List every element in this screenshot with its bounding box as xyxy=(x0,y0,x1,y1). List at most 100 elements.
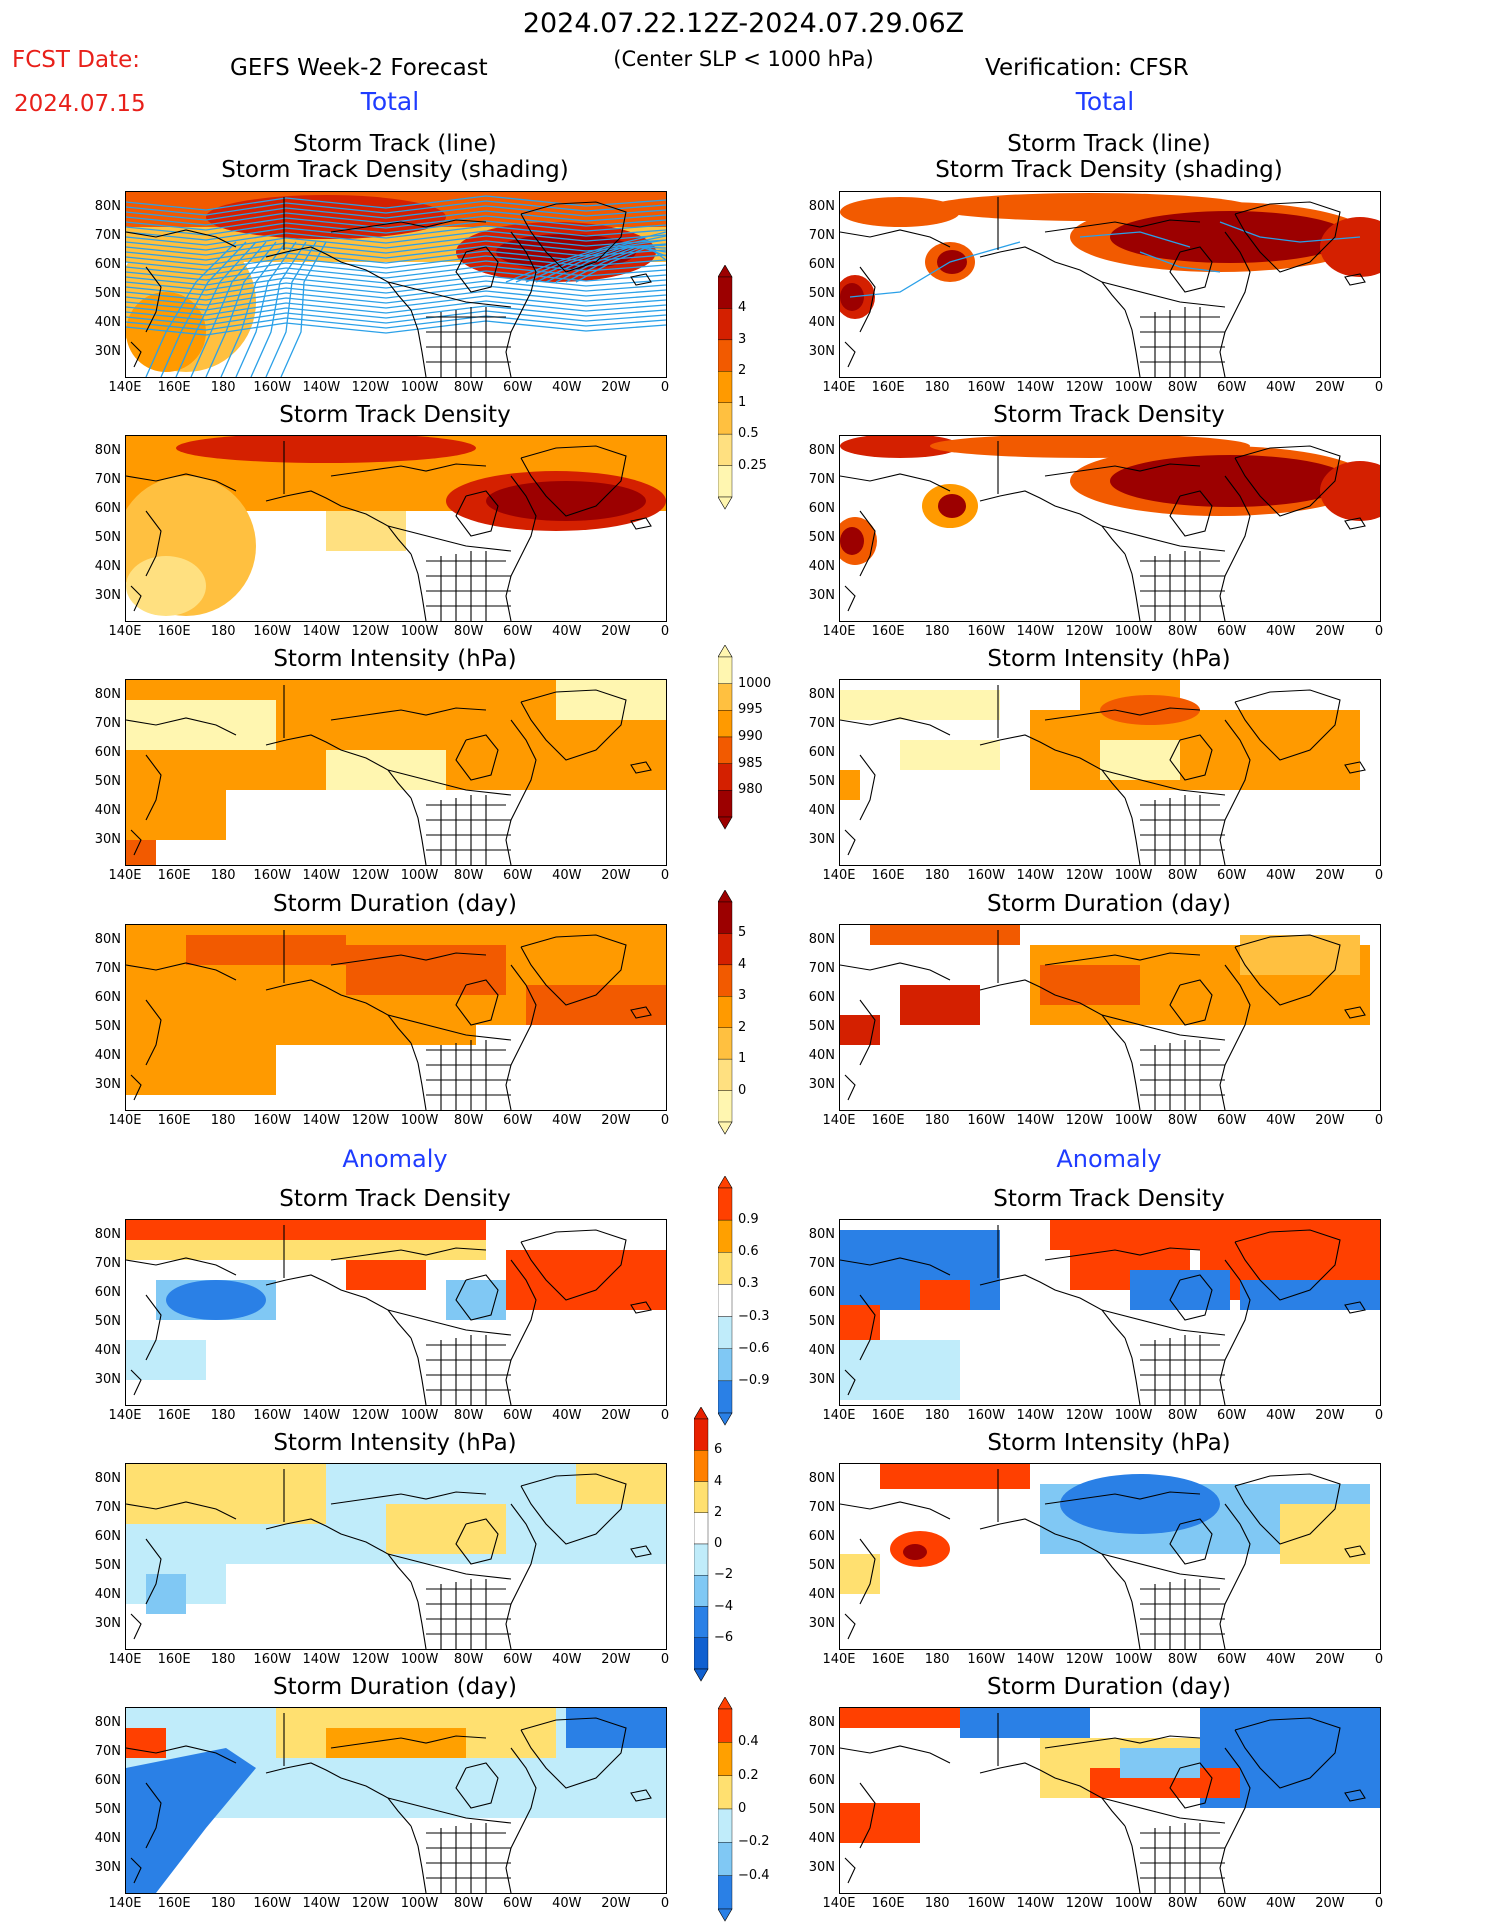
shading-region xyxy=(126,1748,256,1893)
lat-tick-label: 50N xyxy=(808,1314,835,1329)
coastline-6 xyxy=(126,962,237,981)
lon-tick-label: 140W xyxy=(1016,1113,1055,1128)
colorbar-bottom-arrow xyxy=(717,816,733,830)
storm-track-line-32 xyxy=(235,241,297,377)
panel-title-duration-left: Storm Duration (day) xyxy=(273,891,517,917)
colorbar-tick-label: 985 xyxy=(738,755,763,771)
coastline-0 xyxy=(265,979,412,1044)
shading-cell xyxy=(840,1554,880,1594)
colorbar-segment xyxy=(717,1708,733,1743)
lon-tick-label: 20W xyxy=(601,624,631,639)
lat-tick-label: 40N xyxy=(808,1343,835,1358)
colorbar-tick-label: 0 xyxy=(738,1082,747,1098)
colorbar-svg xyxy=(717,644,733,830)
lat-tick-label: 30N xyxy=(808,1372,835,1387)
shading-cell xyxy=(126,1340,206,1380)
coastline-8 xyxy=(844,1613,856,1640)
colorbar-segment xyxy=(717,1284,733,1317)
colorbar-segment xyxy=(717,901,733,934)
lat-tick-label: 40N xyxy=(808,803,835,818)
lon-tick-label: 140W xyxy=(302,380,341,395)
lat-tick-label: 70N xyxy=(808,716,835,731)
lon-tick-label: 140E xyxy=(108,624,142,639)
coastline-18 xyxy=(387,525,512,552)
colorbar-tick-label: 4 xyxy=(738,956,747,972)
coastline-8 xyxy=(130,341,142,368)
lat-tick-label: 80N xyxy=(808,1227,835,1242)
lon-tick-label: 60W xyxy=(1217,1652,1247,1667)
shading-cell xyxy=(126,790,226,840)
colorbar-bottom-arrow xyxy=(717,1412,733,1426)
right-anomaly-label: Anomaly xyxy=(1056,1145,1162,1173)
lat-tick-label: 50N xyxy=(94,1019,121,1034)
panel-title-density-anom-left: Storm Track Density xyxy=(279,1186,511,1212)
fcst-date-value: 2024.07.15 xyxy=(14,91,146,117)
lon-tick-label: 160E xyxy=(157,868,191,883)
coastline-7 xyxy=(859,1538,876,1605)
lon-tick-label: 140W xyxy=(302,624,341,639)
shading-cell xyxy=(346,945,506,995)
lon-tick-label: 160W xyxy=(967,868,1006,883)
lat-tick-label: 60N xyxy=(94,257,121,272)
colorbar-segment xyxy=(693,1450,709,1482)
coastline-5 xyxy=(520,1717,627,1789)
lon-tick-label: 80W xyxy=(1167,1408,1198,1423)
criterion-title: (Center SLP < 1000 hPa) xyxy=(613,47,874,71)
lon-tick-label: 140E xyxy=(822,380,856,395)
lat-tick-label: 60N xyxy=(808,990,835,1005)
lon-tick-label: 80W xyxy=(1167,624,1198,639)
lon-tick-label: 20W xyxy=(1315,1408,1345,1423)
shading-blob xyxy=(1100,695,1200,725)
storm-track-line-2 xyxy=(126,205,666,221)
coastline-1 xyxy=(1124,309,1141,377)
coastline-6 xyxy=(126,229,237,248)
storm-track-line-19 xyxy=(126,290,666,306)
lon-tick-label: 100W xyxy=(1114,1113,1153,1128)
coastline-4 xyxy=(505,475,537,621)
lat-tick-label: 50N xyxy=(94,1802,121,1817)
lat-tick-label: 40N xyxy=(808,1587,835,1602)
coastline-3 xyxy=(1169,490,1213,537)
lon-tick-label: 20W xyxy=(601,868,631,883)
coastline-3 xyxy=(455,979,499,1026)
coastline-1 xyxy=(410,1042,427,1110)
lon-tick-label: 60W xyxy=(503,380,533,395)
coastline-2 xyxy=(330,1735,487,1749)
storm-track-line-10 xyxy=(126,245,666,261)
lon-tick-label: 120W xyxy=(1065,1113,1104,1128)
lat-tick-label: 70N xyxy=(94,961,121,976)
storm-track-line-37 xyxy=(515,235,666,283)
coastline-1 xyxy=(410,309,427,377)
colorbar-density-total: 4 3 2 1 0.5 0.25 xyxy=(717,264,798,519)
lon-tick-label: 120W xyxy=(351,1652,390,1667)
colorbar-segment xyxy=(717,1252,733,1285)
lon-tick-label: 140E xyxy=(822,1408,856,1423)
panel-title-intensity-left: Storm Intensity (hPa) xyxy=(273,646,517,672)
coastline-0 xyxy=(979,1274,1126,1339)
coastline-18 xyxy=(387,1309,512,1336)
colorbar-tick-label: 0.9 xyxy=(738,1212,759,1228)
colorbar-segment xyxy=(693,1512,709,1545)
coastline-4 xyxy=(1219,475,1251,621)
lat-tick-label: 80N xyxy=(808,932,835,947)
lon-tick-label: 0 xyxy=(660,1652,670,1667)
lat-tick-label: 30N xyxy=(808,1860,835,1875)
colorbar-segment xyxy=(693,1418,709,1451)
colorbar-tick-label: 0 xyxy=(714,1536,723,1551)
lat-tick-label: 40N xyxy=(94,803,121,818)
storm-track-line-8 xyxy=(126,235,666,251)
storm-track-line-27 xyxy=(160,241,247,377)
lon-tick-label: 120W xyxy=(1065,1896,1104,1911)
shading-cell xyxy=(1130,1270,1230,1310)
shading-cell xyxy=(920,1280,970,1310)
lon-tick-label: 0 xyxy=(660,1113,670,1128)
lat-tick-label: 50N xyxy=(808,530,835,545)
lat-tick-label: 60N xyxy=(94,1529,121,1544)
coastline-5 xyxy=(520,934,627,1006)
lat-tick-label: 30N xyxy=(808,1616,835,1631)
lat-tick-label: 70N xyxy=(808,1500,835,1515)
lon-tick-label: 160W xyxy=(967,1113,1006,1128)
panel-title-duration-anom-left: Storm Duration (day) xyxy=(273,1674,517,1700)
lat-tick-label: 70N xyxy=(808,1744,835,1759)
coastline-9 xyxy=(1344,273,1366,286)
